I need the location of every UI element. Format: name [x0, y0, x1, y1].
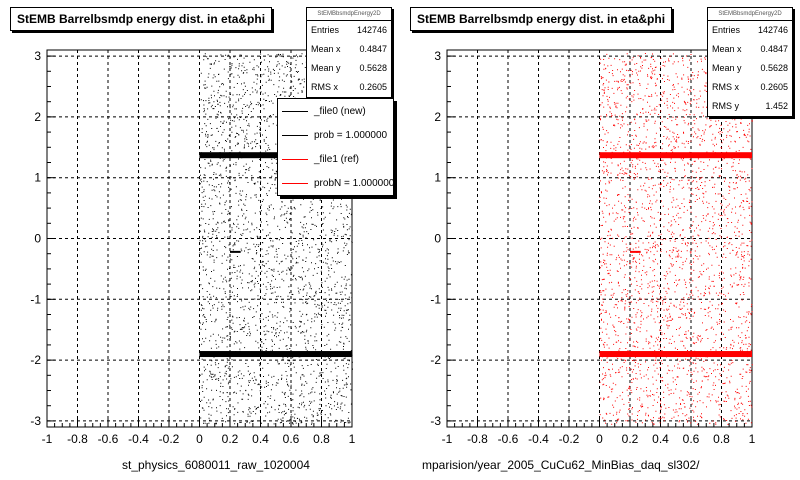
y-tick-label: 2 [34, 110, 41, 124]
stats-label: Entries [311, 25, 340, 35]
chart-title-ref: StEMB Barrelbsmdp energy dist. in eta&ph… [410, 7, 673, 31]
stats-row-rms-x: RMS x 0.2605 [307, 78, 391, 97]
x-tick-label: 0 [596, 432, 603, 446]
stats-label: RMS x [712, 82, 739, 92]
x-tick-label: 0.4 [252, 432, 269, 446]
y-tick-label: -3 [430, 414, 441, 428]
x-axis-label-new: st_physics_6080011_raw_1020004 [122, 458, 310, 472]
x-tick-label: -0.4 [128, 432, 149, 446]
stats-value: 0.4847 [359, 44, 387, 54]
x-tick-label: 0.4 [652, 432, 669, 446]
stats-value: 0.2605 [359, 82, 387, 92]
x-tick-label: 0.6 [283, 432, 300, 446]
x-tick-label: 0.8 [313, 432, 330, 446]
stats-row-rms-x: RMS x 0.2605 [708, 78, 792, 97]
legend-line-black [282, 134, 308, 136]
legend-entry-file0: _file0 (new) [278, 99, 393, 123]
x-tick-label: 0.2 [222, 432, 239, 446]
y-tick-label: 3 [34, 49, 41, 63]
stats-label: Mean x [311, 44, 341, 54]
stats-label: Mean y [712, 63, 742, 73]
dense-band [599, 351, 752, 358]
x-tick-label: 0.2 [622, 432, 639, 446]
stats-value: 0.4847 [760, 44, 788, 54]
x-tick-label: 0.6 [683, 432, 700, 446]
x-tick-label: -0.2 [559, 432, 580, 446]
stats-row-mean-x: Mean x 0.4847 [307, 40, 391, 59]
legend-box: _file0 (new) prob = 1.000000 _file1 (ref… [277, 98, 394, 196]
legend-entry-file1: _file1 (ref) [278, 147, 393, 171]
stats-row-entries: Entries 142746 [708, 21, 792, 40]
legend-label: probN = 1.000000 [314, 177, 393, 189]
stats-value: 1.452 [765, 101, 788, 111]
y-tick-label: -3 [30, 414, 41, 428]
x-tick-label: 0 [196, 432, 203, 446]
stats-label: RMS y [712, 101, 739, 111]
stats-row-mean-y: Mean y 0.5628 [307, 59, 391, 78]
y-tick-label: -1 [30, 292, 41, 306]
y-tick-label: 0 [434, 232, 441, 246]
stats-name: StEMBbsmdpEnergy2D [307, 8, 391, 21]
stats-value: 142746 [757, 25, 788, 35]
y-tick-label: -1 [430, 292, 441, 306]
x-axis-label-ref: mparision/year_2005_CuCu62_MinBias_daq_s… [422, 458, 700, 472]
legend-line-red [282, 158, 308, 160]
dense-band [199, 351, 352, 358]
x-tick-label: -0.2 [159, 432, 180, 446]
y-tick-label: 2 [434, 110, 441, 124]
x-tick-label: -0.6 [498, 432, 519, 446]
stats-box-new: StEMBbsmdpEnergy2D Entries 142746 Mean x… [306, 7, 392, 98]
x-tick-label: 1 [349, 432, 356, 446]
stats-value: 0.5628 [359, 63, 387, 73]
stats-row-entries: Entries 142746 [307, 21, 391, 40]
stats-box-ref: StEMBbsmdpEnergy2D Entries 142746 Mean x… [707, 7, 793, 117]
scatter-plot-ref: -1 -0.8 -0.6 -0.4 -0.2 0 0.2 0.4 0.6 0.8 1 3 2 1 0 -1 -2… [430, 49, 756, 446]
dense-band [199, 152, 352, 159]
y-tick-label: 0 [34, 232, 41, 246]
y-tick-label: 1 [34, 171, 41, 185]
legend-line-red [282, 182, 308, 184]
legend-label: _file1 (ref) [314, 153, 360, 165]
x-tick-label: -0.6 [98, 432, 119, 446]
x-tick-label: -0.8 [467, 432, 488, 446]
stats-label: Mean x [712, 44, 742, 54]
legend-entry-probn: probN = 1.000000 [278, 171, 393, 195]
stats-label: RMS x [311, 82, 338, 92]
y-tick-label: 1 [434, 171, 441, 185]
legend-line-black [282, 110, 308, 112]
legend-entry-prob: prob = 1.000000 [278, 123, 393, 147]
y-tick-label: -2 [30, 353, 41, 367]
stats-label: Mean y [311, 63, 341, 73]
legend-label: _file0 (new) [314, 105, 366, 117]
stats-value: 142746 [356, 25, 387, 35]
x-tick-label: -0.8 [67, 432, 88, 446]
y-tick-label: 3 [434, 49, 441, 63]
chart-title-new: StEMB Barrelbsmdp energy dist. in eta&ph… [10, 7, 273, 31]
dense-band [599, 152, 752, 159]
x-tick-label: 1 [749, 432, 756, 446]
stats-label: Entries [712, 25, 741, 35]
x-tick-label: -1 [442, 432, 453, 446]
stats-value: 0.2605 [760, 82, 788, 92]
x-tick-label: -0.4 [528, 432, 549, 446]
legend-label: prob = 1.000000 [314, 129, 388, 141]
stats-value: 0.5628 [760, 63, 788, 73]
scatter-points [599, 53, 753, 425]
y-tick-label: -2 [430, 353, 441, 367]
stats-name: StEMBbsmdpEnergy2D [708, 8, 792, 21]
x-tick-label: 0.8 [713, 432, 730, 446]
x-tick-label: -1 [42, 432, 53, 446]
stats-row-mean-x: Mean x 0.4847 [708, 40, 792, 59]
stats-row-rms-y: RMS y 1.452 [708, 97, 792, 116]
stats-row-mean-y: Mean y 0.5628 [708, 59, 792, 78]
